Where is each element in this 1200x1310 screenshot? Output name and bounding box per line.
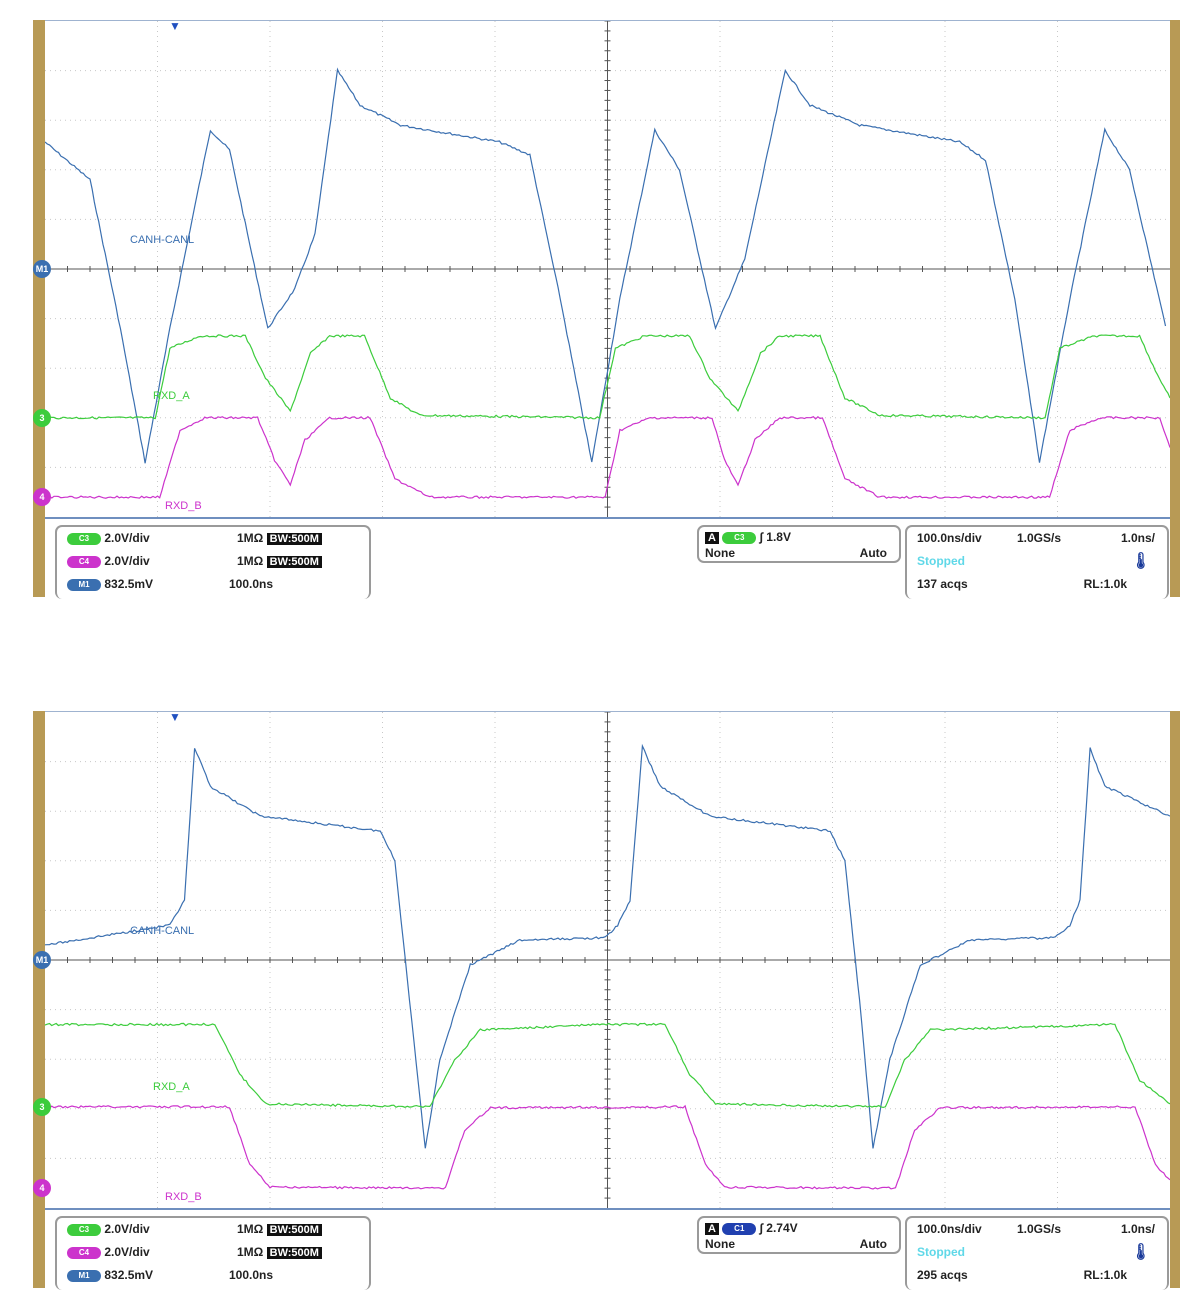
trigger-coupling: None <box>705 1237 735 1251</box>
label-rxd-a: RXD_A <box>153 1081 190 1093</box>
oscilloscope-screen: ▼ CANH-CANL RXD_A RXD_B M1 3 4 C3 2.0V/d… <box>33 19 1180 599</box>
trigger-level: 2.74V <box>766 1221 798 1235</box>
timebase: 100.0ns/div <box>917 531 982 545</box>
m1-position: 100.0ns <box>229 1268 274 1282</box>
label-rxd-a: RXD_A <box>153 390 190 402</box>
ch4-impedance: 1MΩ <box>237 1245 264 1259</box>
oscilloscope-screen: ▼ CANH-CANL RXD_A RXD_B M1 3 4 C3 2.0V/d… <box>33 710 1180 1290</box>
ch4-bandwidth: BW:500M <box>266 556 322 568</box>
ch3-badge: C3 <box>67 1223 101 1236</box>
ch3-impedance: 1MΩ <box>237 531 264 545</box>
acquisition-box[interactable]: 100.0ns/div 1.0GS/s 1.0ns/ Stopped 🌡︎ 13… <box>905 525 1169 599</box>
label-canh-canl: CANH-CANL <box>130 925 195 937</box>
label-rxd-b: RXD_B <box>165 500 202 512</box>
channel-settings-box[interactable]: C3 2.0V/div 1MΩ BW:500M C4 2.0V/div 1MΩ … <box>55 525 371 599</box>
record-length: RL:1.0k <box>1083 1268 1127 1282</box>
waveform-plot: ▼ CANH-CANL RXD_A RXD_B M1 3 4 <box>33 710 1170 1211</box>
trigger-level: 1.8V <box>766 530 791 544</box>
trigger-slope-icon: ∫ <box>759 530 763 544</box>
trigger-coupling: None <box>705 546 735 560</box>
resolution: 1.0ns/ <box>1120 531 1155 545</box>
trigger-source-badge: C1 <box>722 1222 757 1235</box>
ch3-impedance: 1MΩ <box>237 1222 264 1236</box>
label-rxd-b: RXD_B <box>165 1191 202 1203</box>
ch3-scale: 2.0V/div <box>104 531 150 545</box>
waveform-rxd-b <box>45 1104 1170 1190</box>
label-canh-canl: CANH-CANL <box>130 234 195 246</box>
ch3-scale: 2.0V/div <box>104 1222 150 1236</box>
waveform-plot: ▼ CANH-CANL RXD_A RXD_B M1 3 4 <box>33 19 1170 520</box>
sample-rate: 1.0GS/s <box>1017 531 1062 545</box>
ch3-offset-marker[interactable]: 3 <box>33 408 51 427</box>
status-panel: C3 2.0V/div 1MΩ BW:500M C4 2.0V/div 1MΩ … <box>45 519 1170 599</box>
ch4-bandwidth: BW:500M <box>266 1247 322 1259</box>
acquisition-count: 295 acqs <box>917 1268 968 1282</box>
m1-offset-marker[interactable]: M1 <box>33 260 51 278</box>
sample-rate: 1.0GS/s <box>1017 1222 1062 1236</box>
m1-offset-marker[interactable]: M1 <box>33 951 51 969</box>
ch4-scale: 2.0V/div <box>104 554 150 568</box>
waveform-rxd-a <box>45 334 1170 420</box>
run-stop-icon[interactable]: 🌡︎ <box>1130 1244 1151 1261</box>
acquisition-state: Stopped <box>917 554 965 568</box>
ch4-badge: C4 <box>67 1246 101 1259</box>
acquisition-count: 137 acqs <box>917 577 968 591</box>
ch4-offset-marker[interactable]: 4 <box>33 1179 51 1198</box>
ch4-scale: 2.0V/div <box>104 1245 150 1259</box>
ch4-badge: C4 <box>67 555 101 568</box>
record-length: RL:1.0k <box>1083 577 1127 591</box>
trigger-position-marker[interactable]: ▼ <box>169 19 181 33</box>
waveform-rxd-b <box>45 415 1170 499</box>
trigger-position-marker[interactable]: ▼ <box>169 710 181 724</box>
ch3-badge: C3 <box>67 532 101 545</box>
timebase: 100.0ns/div <box>917 1222 982 1236</box>
m1-position: 100.0ns <box>229 577 274 591</box>
channel-settings-box[interactable]: C3 2.0V/div 1MΩ BW:500M C4 2.0V/div 1MΩ … <box>55 1216 371 1290</box>
trigger-slope-icon: ∫ <box>759 1221 763 1235</box>
ch4-impedance: 1MΩ <box>237 554 264 568</box>
acquisition-box[interactable]: 100.0ns/div 1.0GS/s 1.0ns/ Stopped 🌡︎ 29… <box>905 1216 1169 1290</box>
waveform-svg <box>45 21 1170 517</box>
trigger-source-badge: C3 <box>722 531 757 544</box>
m1-badge: M1 <box>67 578 101 591</box>
m1-scale: 832.5mV <box>104 1268 154 1282</box>
ch3-bandwidth: BW:500M <box>266 533 322 545</box>
trigger-mode: Auto <box>859 1237 887 1251</box>
resolution: 1.0ns/ <box>1120 1222 1155 1236</box>
trigger-type-icon: A <box>705 532 719 544</box>
waveform-canh-canl <box>45 67 1167 464</box>
acquisition-state: Stopped <box>917 1245 965 1259</box>
trigger-type-icon: A <box>705 1223 719 1235</box>
ch3-offset-marker[interactable]: 3 <box>33 1097 51 1116</box>
m1-scale: 832.5mV <box>104 577 154 591</box>
m1-badge: M1 <box>67 1269 101 1282</box>
trigger-mode: Auto <box>859 546 887 560</box>
run-stop-icon[interactable]: 🌡︎ <box>1130 553 1151 570</box>
waveform-canh-canl <box>45 743 1170 1149</box>
waveform-rxd-a <box>45 1022 1170 1109</box>
trigger-settings-box[interactable]: A C1 ∫ 2.74V None Auto <box>697 1216 901 1254</box>
waveform-svg <box>45 712 1170 1208</box>
status-panel: C3 2.0V/div 1MΩ BW:500M C4 2.0V/div 1MΩ … <box>45 1210 1170 1290</box>
ch4-offset-marker[interactable]: 4 <box>33 488 51 507</box>
ch3-bandwidth: BW:500M <box>266 1224 322 1236</box>
trigger-settings-box[interactable]: A C3 ∫ 1.8V None Auto <box>697 525 901 563</box>
